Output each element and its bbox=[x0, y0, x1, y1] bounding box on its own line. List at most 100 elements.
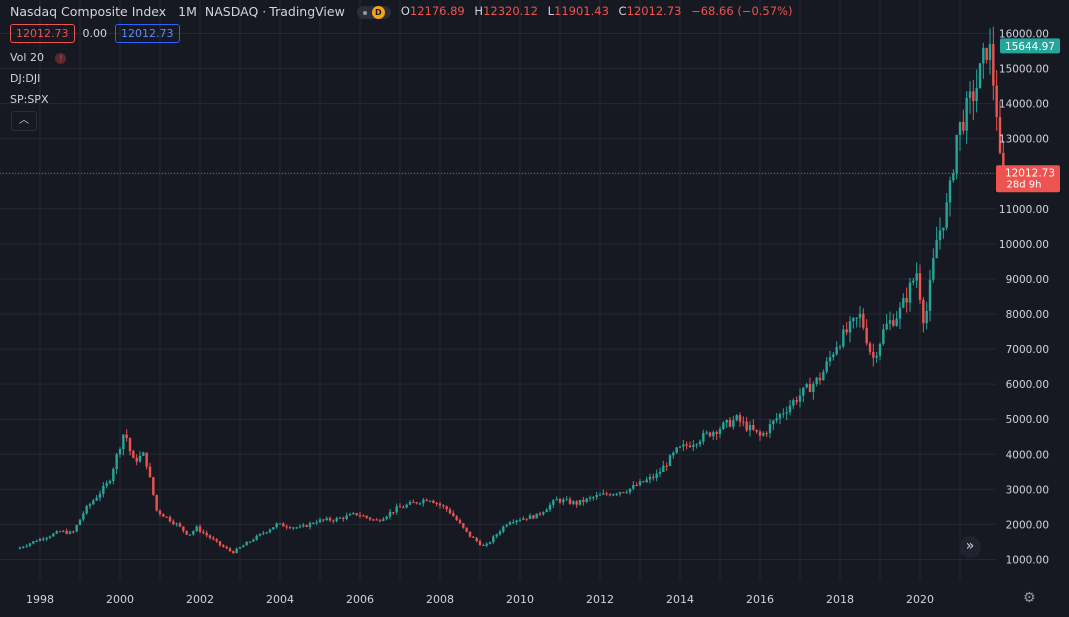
value-box-red[interactable]: 12012.73 bbox=[10, 24, 75, 43]
candle-body bbox=[462, 523, 465, 528]
collapse-legend-button[interactable]: ︿ bbox=[11, 111, 37, 131]
candle-body bbox=[492, 536, 495, 543]
candle-body bbox=[158, 510, 162, 514]
candle-body bbox=[465, 527, 468, 532]
candle-body bbox=[145, 452, 148, 467]
scroll-to-realtime-button[interactable]: » bbox=[959, 536, 981, 558]
candle-body bbox=[852, 318, 855, 322]
candle-body bbox=[482, 544, 485, 546]
time-axis[interactable]: 1998 2000 2002 2004 2006 2008 2010 2012 2014 2016… bbox=[26, 593, 934, 606]
candle-body bbox=[595, 495, 598, 498]
candle-body bbox=[582, 499, 585, 503]
candle-body bbox=[25, 545, 28, 547]
candle-body bbox=[138, 455, 142, 462]
indicator-spspx[interactable]: SP:SPX bbox=[10, 93, 48, 106]
candle-body bbox=[635, 485, 638, 487]
price-axis[interactable]: 1000.00 2000.00 3000.00 4000.00 5000.00 6000.… bbox=[999, 28, 1049, 566]
candle-body bbox=[982, 47, 985, 64]
delayed-badge-icon: D bbox=[371, 5, 385, 19]
candle-body bbox=[325, 518, 328, 520]
candle-body bbox=[502, 526, 505, 532]
candle-body bbox=[455, 516, 458, 521]
candle-body bbox=[672, 452, 675, 456]
candle-body bbox=[718, 429, 722, 434]
candle-body bbox=[152, 477, 155, 495]
high-price-marker: 15644.97 bbox=[1000, 38, 1060, 54]
last-price-marker: 12012.73 28d 9h bbox=[996, 165, 1060, 193]
candle-body bbox=[345, 515, 348, 519]
candle-body bbox=[408, 502, 412, 505]
candle-body bbox=[612, 494, 615, 496]
candle-body bbox=[122, 434, 125, 450]
candle-body bbox=[258, 533, 262, 536]
candle-body bbox=[168, 516, 172, 522]
candle-body bbox=[832, 354, 835, 358]
candle-body bbox=[155, 494, 158, 511]
candle-body bbox=[495, 534, 498, 537]
candle-body bbox=[108, 481, 112, 484]
candle-body bbox=[825, 361, 828, 372]
candle-body bbox=[302, 525, 305, 527]
interval-label[interactable]: 1M bbox=[178, 3, 197, 19]
candle-body bbox=[228, 548, 232, 552]
price-tick-label: 7000.00 bbox=[1006, 344, 1049, 356]
indicator-djdji-label: DJ:DJI bbox=[10, 72, 41, 85]
candle-body bbox=[848, 321, 852, 333]
candle-body bbox=[468, 531, 472, 537]
candle-body bbox=[602, 493, 605, 495]
candle-body bbox=[338, 517, 342, 519]
candle-body bbox=[862, 313, 865, 328]
candle-body bbox=[205, 532, 208, 536]
candle-body bbox=[192, 531, 195, 535]
candle-body bbox=[498, 531, 502, 535]
candle-body bbox=[42, 538, 45, 540]
candle-body bbox=[395, 506, 398, 513]
indicator-djdji[interactable]: DJ:DJI bbox=[10, 72, 40, 85]
price-tick-label: 3000.00 bbox=[1006, 484, 1049, 496]
candle-body bbox=[35, 541, 38, 543]
candle-body bbox=[262, 533, 265, 535]
candle-body bbox=[398, 506, 402, 508]
candle-body bbox=[795, 400, 798, 402]
candle-body bbox=[885, 323, 888, 330]
time-tick-label: 2008 bbox=[426, 593, 454, 606]
candle-body bbox=[288, 527, 292, 529]
candle-body bbox=[472, 536, 475, 538]
data-status-badge[interactable]: D bbox=[356, 5, 391, 19]
price-tick-label: 5000.00 bbox=[1006, 414, 1049, 426]
indicator-spspx-label: SP:SPX bbox=[10, 93, 49, 106]
exchange-label: NASDAQ bbox=[204, 3, 259, 19]
candle-body bbox=[22, 546, 25, 548]
price-tick-label: 1000.00 bbox=[1006, 555, 1049, 567]
candle-body bbox=[348, 514, 352, 516]
candle-body bbox=[212, 537, 215, 540]
candle-body bbox=[995, 85, 998, 117]
candle-body bbox=[722, 422, 725, 430]
value-box-blue[interactable]: 12012.73 bbox=[115, 24, 180, 43]
candle-body bbox=[305, 525, 308, 527]
indicator-input-row: 12012.73 0.00 12012.73 bbox=[10, 24, 180, 43]
indicator-volume[interactable]: Vol 20 ! bbox=[10, 51, 67, 64]
candle-body bbox=[728, 419, 732, 427]
candle-body bbox=[72, 531, 75, 533]
last-price-label: 12012.73 bbox=[1005, 167, 1055, 179]
candle-body bbox=[172, 521, 175, 525]
candle-body bbox=[768, 424, 772, 434]
candle-body bbox=[755, 429, 758, 432]
warning-icon[interactable]: ! bbox=[55, 53, 67, 64]
candle-body bbox=[238, 547, 242, 549]
symbol-name[interactable]: Nasdaq Composite Index bbox=[10, 3, 167, 19]
candle-body bbox=[355, 513, 358, 516]
bar-countdown: 28d 9h bbox=[1007, 179, 1042, 190]
candle-body bbox=[365, 515, 368, 518]
candle-body bbox=[78, 519, 82, 526]
candle-body bbox=[222, 545, 225, 547]
candle-body bbox=[315, 522, 318, 524]
candle-body bbox=[808, 384, 812, 393]
candle-body bbox=[905, 298, 908, 303]
candle-body bbox=[585, 498, 588, 503]
settings-gear-button[interactable]: ⚙ bbox=[1023, 590, 1036, 606]
candle-body bbox=[442, 505, 445, 507]
